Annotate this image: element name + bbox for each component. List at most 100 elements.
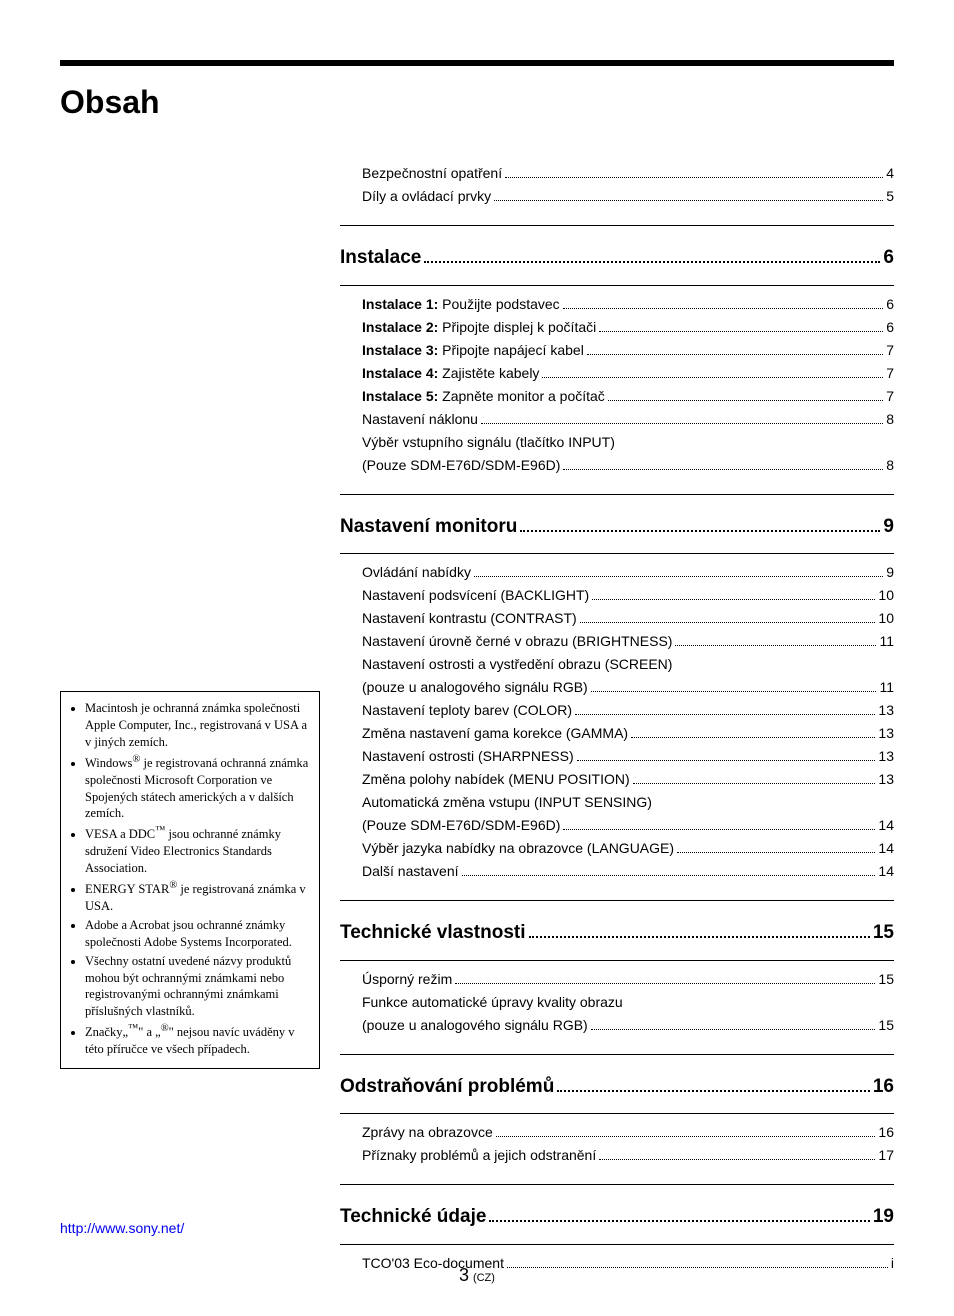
toc-leader [481,410,883,424]
toc-page: 9 [886,562,894,583]
sidebar: Macintosh je ochranná známka společnosti… [60,161,340,1069]
toc-leader [577,748,876,762]
toc-entry: Automatická změna vstupu (INPUT SENSING) [362,792,894,813]
toc-page: 6 [886,317,894,338]
toc-page: 14 [878,838,894,859]
toc-entry: Díly a ovládací prvky5 [362,186,894,207]
toc-page: 15 [878,1015,894,1036]
toc-entry: Úsporný režim 15 [362,969,894,990]
toc-leader [542,364,883,378]
toc-label: Úsporný režim [362,969,452,990]
document-page: Obsah Macintosh je ochranná známka spole… [0,0,954,1316]
toc-page: 9 [883,513,894,542]
toc-page: 16 [873,1073,894,1102]
toc-subsection: Zprávy na obrazovce16Příznaky problémů a… [340,1122,894,1166]
toc-page: 19 [873,1203,894,1232]
toc-label: Instalace 1: Použijte podstavec [362,294,560,315]
toc-leader [505,164,883,178]
toc-section-heading: Odstraňování problémů16 [340,1073,894,1102]
toc-page: 13 [878,723,894,744]
toc-page: 13 [878,769,894,790]
toc-page: 17 [878,1145,894,1166]
toc-leader [563,456,883,470]
toc-entry: Funkce automatické úpravy kvality obrazu [362,992,894,1013]
toc: Bezpečnostní opatření4Díly a ovládací pr… [340,161,894,1276]
toc-leader [455,970,875,984]
toc-label: (pouze u analogového signálu RGB) [362,1015,588,1036]
toc-leader [580,610,876,624]
toc-entry: (Pouze SDM-E76D/SDM-E96D)14 [362,815,894,836]
toc-leader [599,1147,875,1161]
toc-leader [599,318,883,332]
toc-leader [591,679,877,693]
toc-leader [563,817,875,831]
toc-entry: Další nastavení14 [362,861,894,882]
toc-page: 6 [886,294,894,315]
toc-label: Nastavení podsvícení (BACKLIGHT) [362,585,589,606]
toc-page: 8 [886,455,894,476]
toc-entry: Instalace 3: Připojte napájecí kabel7 [362,340,894,361]
toc-entry: (pouze u analogového signálu RGB)11 [362,677,894,698]
toc-label: Výběr jazyka nabídky na obrazovce (LANGU… [362,838,674,859]
thin-rule [340,1244,894,1245]
toc-subsection: Instalace 1: Použijte podstavec6Instalac… [340,294,894,476]
toc-entry: Příznaky problémů a jejich odstranění17 [362,1145,894,1166]
toc-entry: Výběr vstupního signálu (tlačítko INPUT) [362,432,894,453]
toc-section-heading: Technické vlastnosti15 [340,919,894,948]
toc-label: Zprávy na obrazovce [362,1122,493,1143]
toc-section-heading: Technické údaje 19 [340,1203,894,1232]
toc-page: 15 [878,969,894,990]
toc-label: Nastavení ostrosti (SHARPNESS) [362,746,574,767]
trademark-item: Macintosh je ochranná známka společnosti… [85,700,309,751]
toc-entry: Bezpečnostní opatření4 [362,163,894,184]
trademark-item: VESA a DDC™ jsou ochranné známky sdružen… [85,824,309,877]
toc-page: 8 [886,409,894,430]
toc-section-title: Instalace [340,244,421,273]
toc-leader [575,702,875,716]
toc-label: Nastavení teploty barev (COLOR) [362,700,572,721]
footer-url[interactable]: http://www.sony.net/ [60,1220,184,1236]
toc-entry: Nastavení ostrosti a vystředění obrazu (… [362,654,894,675]
toc-label: Nastavení kontrastu (CONTRAST) [362,608,577,629]
trademark-item: Windows® je registrovaná ochranná známka… [85,753,309,823]
toc-entry: Instalace 5: Zapněte monitor a počítač7 [362,386,894,407]
trademark-item: Značky„™" a „®" nejsou navíc uváděny v t… [85,1022,309,1058]
toc-subsection: Úsporný režim 15 Funkce automatické úpravy… [340,969,894,1036]
toc-page: 14 [878,815,894,836]
toc-label: Ovládání nabídky [362,562,471,583]
footer-page-number: 3 (CZ) [0,1265,954,1286]
trademark-item: Adobe a Acrobat jsou ochranné známky spo… [85,917,309,951]
toc-entry: (pouze u analogového signálu RGB) 15 [362,1015,894,1036]
toc-leader [618,434,891,447]
top-rule [60,60,894,66]
toc-label: Funkce automatické úpravy kvality obrazu [362,992,623,1013]
section-rule [340,1184,894,1185]
toc-leader [587,341,883,355]
toc-label: Změna polohy nabídek (MENU POSITION) [362,769,630,790]
thin-rule [340,553,894,554]
toc-page: 11 [879,677,894,698]
toc-page: 4 [886,163,894,184]
toc-section-title: Nastavení monitoru [340,513,517,542]
toc-label: Automatická změna vstupu (INPUT SENSING) [362,792,652,813]
toc-leader [608,387,883,401]
toc-entry: Nastavení podsvícení (BACKLIGHT)10 [362,585,894,606]
section-rule [340,494,894,495]
toc-leader [677,840,875,854]
toc-leader [631,725,875,739]
toc-page: 15 [873,919,894,948]
toc-section-title: Technické údaje [340,1203,486,1232]
toc-entry: Ovládání nabídky 9 [362,562,894,583]
toc-page: 13 [878,700,894,721]
toc-entry: Nastavení teploty barev (COLOR) 13 [362,700,894,721]
toc-entry: Instalace 4: Zajistěte kabely7 [362,363,894,384]
toc-leader [494,187,883,201]
toc-label: Instalace 2: Připojte displej k počítači [362,317,596,338]
toc-leader [633,771,876,785]
page-number: 3 [459,1265,469,1285]
toc-page: 10 [878,608,894,629]
toc-entry: Výběr jazyka nabídky na obrazovce (LANGU… [362,838,894,859]
trademark-item: ENERGY STAR® je registrovaná známka v US… [85,879,309,915]
toc-section-heading: Instalace6 [340,244,894,273]
toc-leader [592,587,875,601]
